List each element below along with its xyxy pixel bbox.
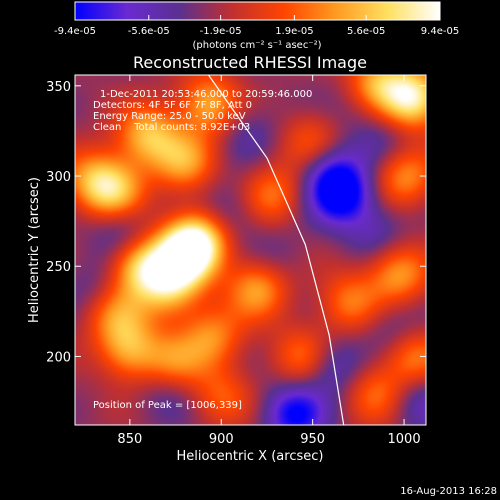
plot-frame: [74, 74, 427, 426]
colorbar-tick-label: -5.6e-05: [128, 26, 170, 37]
heatmap-image: [75, 75, 426, 425]
x-tick-label: 900: [209, 432, 234, 447]
peak-position-label: Position of Peak = [1006,339]: [93, 400, 242, 411]
colorbar-unit-label: (photons cm⁻² s⁻¹ asec⁻²): [192, 40, 321, 51]
y-axis-ticks: 200 250 300 350: [46, 80, 426, 365]
x-tick-label: 1000: [388, 432, 421, 447]
solar-limb-line: [208, 75, 345, 425]
footer-date: 16-Aug-2013 16:28: [400, 486, 497, 497]
info-detectors: Detectors: 4F 5F 6F 7F 8F, Att 0: [93, 100, 252, 111]
info-time-range: 1-Dec-2011 20:53:46.000 to 20:59:46.000: [100, 89, 312, 100]
info-energy-range: Energy Range: 25.0 - 50.0 keV: [93, 111, 246, 122]
colorbar-bar: [74, 1, 441, 21]
chart-title: Reconstructed RHESSI Image: [133, 53, 367, 72]
colorbar-tick-label: 5.6e-05: [347, 26, 385, 37]
y-tick-label: 350: [46, 80, 71, 95]
x-axis-title: Heliocentric X (arcsec): [177, 449, 324, 464]
colorbar-tick-label: -9.4e-05: [54, 26, 96, 37]
y-tick-label: 200: [46, 350, 71, 365]
colorbar-ticks: -9.4e-05 -5.6e-05 -1.9e-05 1.9e-05 5.6e-05 9.…: [54, 15, 459, 37]
colorbar-tick-label: 9.4e-05: [421, 26, 459, 37]
colorbar-tick-label: 1.9e-05: [275, 26, 313, 37]
info-clean-counts: Clean Total counts: 8.92E+03: [93, 122, 250, 133]
x-tick-label: 950: [300, 432, 325, 447]
colorbar-tick-label: -1.9e-05: [200, 26, 242, 37]
y-tick-label: 300: [46, 170, 71, 185]
x-tick-label: 850: [117, 432, 142, 447]
x-axis-ticks: 850 900 950 1000: [117, 75, 421, 447]
y-tick-label: 250: [46, 260, 71, 275]
y-axis-title: Heliocentric Y (arcsec): [27, 177, 42, 323]
